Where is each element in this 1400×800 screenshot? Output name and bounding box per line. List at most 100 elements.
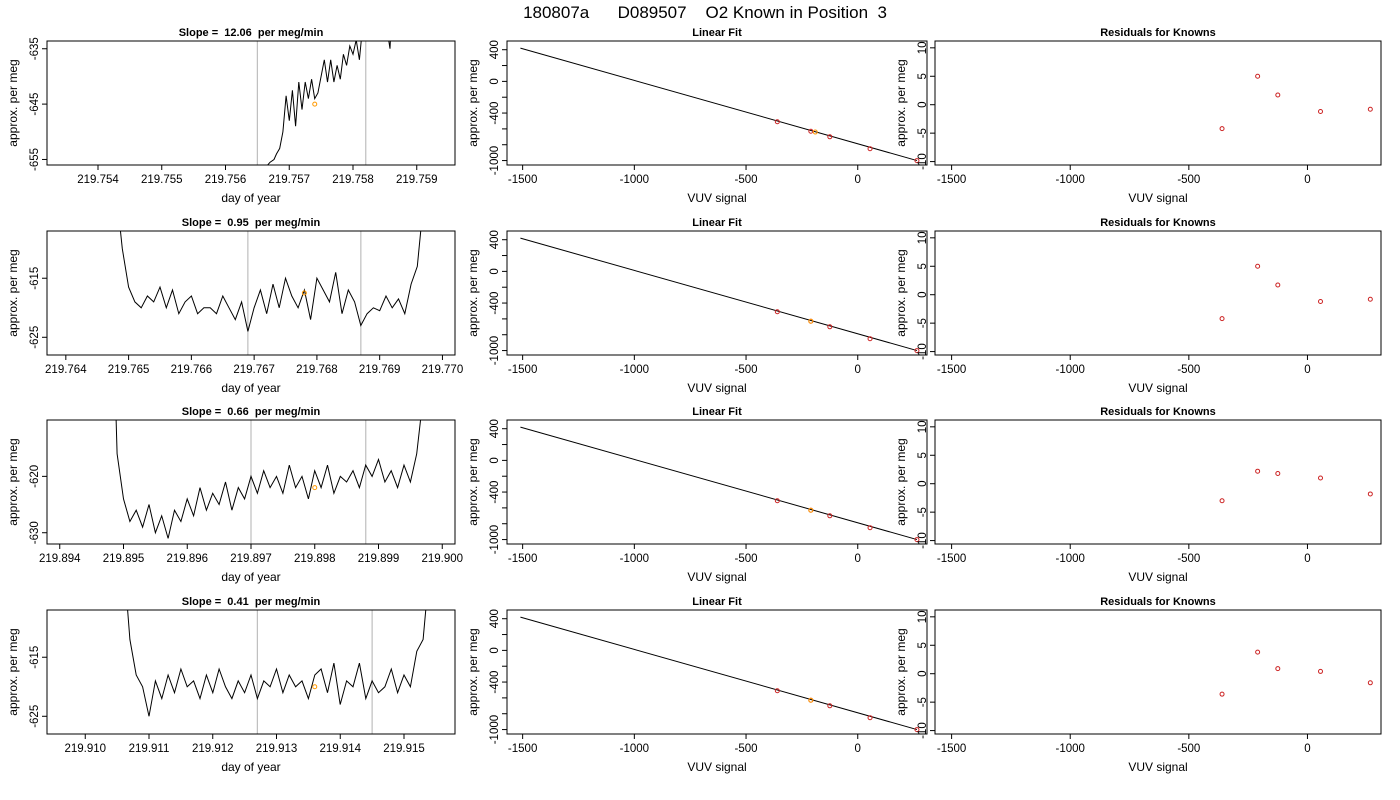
data-point bbox=[827, 324, 833, 330]
panel-time-series-row4: Slope = 0.41 per meg/min 219.910 219.911 21… bbox=[6, 596, 456, 774]
x-axis-label: day of year bbox=[221, 570, 280, 584]
y-tick-label: 5 bbox=[917, 452, 929, 458]
data-point bbox=[867, 715, 873, 721]
x-tick-label: 219.766 bbox=[171, 364, 213, 376]
data-line bbox=[115, 420, 422, 539]
x-tick-label: 219.912 bbox=[192, 743, 234, 755]
y-tick-label: 0 bbox=[489, 457, 501, 463]
panel-title: Slope = 0.41 per meg/min bbox=[182, 596, 321, 608]
plot-frame bbox=[506, 40, 928, 166]
y-tick-label: -5 bbox=[917, 507, 929, 517]
data-point bbox=[914, 727, 920, 733]
x-tick-label: 219.914 bbox=[319, 743, 361, 755]
fit-line bbox=[520, 47, 918, 162]
y-tick-label: 5 bbox=[917, 263, 929, 269]
x-axis-label: day of year bbox=[221, 381, 280, 395]
plot-frame bbox=[506, 419, 928, 545]
panel-linear-fit-row1: Linear Fit -1500 -1000 -500 0 -1000 -400 0 400 VU… bbox=[466, 27, 928, 205]
plot-frame bbox=[934, 419, 1382, 545]
y-tick-label: 400 bbox=[489, 609, 501, 628]
x-tick-label: -1500 bbox=[937, 553, 966, 565]
data-point bbox=[1255, 649, 1261, 655]
x-tick-label: 0 bbox=[855, 743, 861, 755]
x-tick-label: 219.915 bbox=[383, 743, 425, 755]
data-point bbox=[1367, 491, 1373, 497]
y-axis-label: approx. per meg bbox=[894, 438, 908, 525]
data-point bbox=[827, 703, 833, 709]
data-point bbox=[867, 336, 873, 342]
y-tick-label: -10 bbox=[917, 153, 929, 170]
y-tick-label: -625 bbox=[29, 705, 41, 728]
x-tick-label: 219.896 bbox=[166, 553, 208, 565]
panel-time-series-row3: Slope = 0.66 per meg/min 219.894 219.895 21… bbox=[6, 406, 463, 584]
panel-title: Slope = 0.66 per meg/min bbox=[182, 406, 321, 418]
y-axis-label: approx. per meg bbox=[6, 628, 20, 715]
y-tick-label: 10 bbox=[917, 610, 929, 623]
x-tick-label: 219.770 bbox=[422, 364, 464, 376]
y-tick-label: 400 bbox=[489, 419, 501, 438]
plot-area bbox=[127, 610, 427, 734]
data-point bbox=[1219, 498, 1225, 504]
x-tick-label: -500 bbox=[1177, 174, 1200, 186]
data-point bbox=[1219, 691, 1225, 697]
x-tick-label: -1500 bbox=[508, 174, 537, 186]
x-tick-label: -1500 bbox=[508, 743, 537, 755]
y-tick-label: -645 bbox=[29, 93, 41, 116]
x-tick-label: -1000 bbox=[1056, 364, 1085, 376]
panel-title: Linear Fit bbox=[692, 27, 742, 39]
y-tick-label: -10 bbox=[917, 532, 929, 549]
x-tick-label: -1500 bbox=[508, 364, 537, 376]
fit-line bbox=[520, 616, 918, 731]
plot-frame bbox=[506, 230, 928, 356]
panel-title: Residuals for Knowns bbox=[1100, 217, 1216, 229]
x-axis-label: day of year bbox=[221, 760, 280, 774]
y-tick-label: 10 bbox=[917, 420, 929, 433]
panel-title: Residuals for Knowns bbox=[1100, 27, 1216, 39]
highlight-point bbox=[808, 318, 814, 324]
y-tick-label: 400 bbox=[489, 40, 501, 59]
x-tick-label: -500 bbox=[735, 174, 758, 186]
x-tick-label: -1500 bbox=[508, 553, 537, 565]
fit-line bbox=[520, 237, 918, 352]
x-tick-label: -1000 bbox=[1056, 553, 1085, 565]
data-point bbox=[1255, 263, 1261, 269]
panel-residuals-row3: Residuals for Knowns -1500 -1000 -500 0 -10 -5… bbox=[894, 406, 1382, 584]
x-tick-label: -1000 bbox=[620, 174, 649, 186]
plot-area bbox=[115, 420, 422, 544]
x-tick-label: 0 bbox=[1304, 743, 1310, 755]
y-axis-label: approx. per meg bbox=[466, 59, 480, 146]
plot-area bbox=[520, 426, 920, 543]
plot-frame bbox=[934, 230, 1382, 356]
y-axis-label: approx. per meg bbox=[466, 628, 480, 715]
y-tick-label: 10 bbox=[917, 231, 929, 244]
x-tick-label: 219.757 bbox=[268, 174, 310, 186]
x-tick-label: 219.759 bbox=[396, 174, 438, 186]
y-tick-label: -620 bbox=[29, 465, 41, 488]
highlight-point bbox=[808, 507, 814, 513]
x-tick-label: -500 bbox=[735, 364, 758, 376]
x-axis-label: VUV signal bbox=[687, 381, 746, 395]
y-tick-label: -400 bbox=[489, 292, 501, 315]
plot-area bbox=[520, 47, 920, 164]
data-point bbox=[1367, 106, 1373, 112]
x-axis-label: VUV signal bbox=[687, 191, 746, 205]
y-axis-label: approx. per meg bbox=[466, 249, 480, 336]
y-tick-label: -5 bbox=[917, 697, 929, 707]
x-tick-label: 0 bbox=[855, 364, 861, 376]
y-tick-label: -1000 bbox=[489, 336, 501, 365]
x-tick-label: 0 bbox=[1304, 364, 1310, 376]
x-tick-label: -1500 bbox=[937, 174, 966, 186]
plot-frame bbox=[934, 40, 1382, 166]
x-tick-label: 219.894 bbox=[39, 553, 81, 565]
plot-frame bbox=[506, 609, 928, 735]
panel-time-series-row1: Slope = 12.06 per meg/min 219.754 219.755 2… bbox=[6, 27, 456, 205]
y-tick-label: 0 bbox=[489, 647, 501, 653]
y-tick-label: 400 bbox=[489, 230, 501, 249]
data-point bbox=[774, 309, 780, 315]
x-tick-label: -1000 bbox=[620, 553, 649, 565]
x-tick-label: -1000 bbox=[620, 743, 649, 755]
plot-area bbox=[1219, 468, 1373, 504]
data-line bbox=[119, 231, 422, 332]
figure-title: 180807a D089507 O2 Known in Position 3 bbox=[523, 3, 887, 22]
y-axis-label: approx. per meg bbox=[894, 59, 908, 146]
